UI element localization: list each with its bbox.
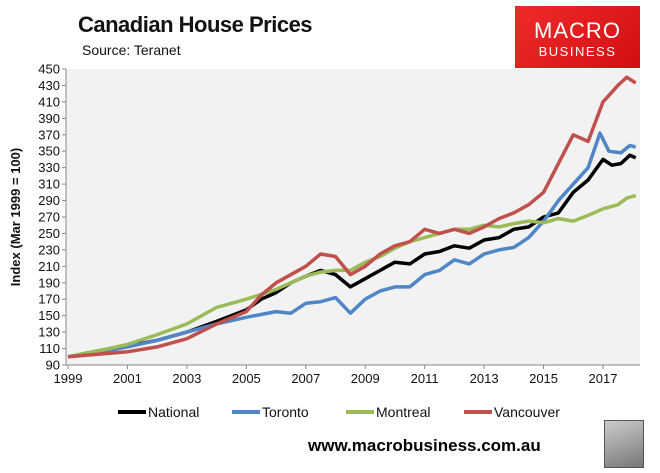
y-tick-label: 370 [38, 127, 60, 142]
footer-url: www.macrobusiness.com.au [308, 436, 541, 455]
wolf-image [604, 420, 644, 468]
y-tick-label: 350 [38, 144, 60, 159]
y-tick-label: 190 [38, 275, 60, 290]
series-line-vancouver [67, 75, 637, 359]
chart-source: Source: Teranet [82, 42, 181, 58]
series-line-montreal [67, 193, 637, 359]
y-tick-label: 210 [38, 259, 60, 274]
legend-label-toronto: Toronto [262, 404, 309, 420]
chart-title: Canadian House Prices [78, 12, 313, 37]
x-tick-label: 2001 [113, 371, 142, 386]
legend-label-national: National [148, 404, 199, 420]
y-tick-label: 270 [38, 210, 60, 225]
y-tick-label: 250 [38, 226, 60, 241]
x-tick-label: 2007 [291, 371, 320, 386]
y-tick-label: 90 [46, 358, 60, 373]
logo-line2: BUSINESS [538, 44, 617, 59]
series-line-toronto [67, 131, 637, 359]
y-tick-label: 330 [38, 160, 60, 175]
y-tick-label: 430 [38, 78, 60, 93]
legend-label-montreal: Montreal [376, 404, 430, 420]
x-tick-label: 2003 [172, 371, 201, 386]
y-tick-label: 310 [38, 177, 60, 192]
x-tick-label: 2011 [411, 371, 439, 386]
macrobusiness-logo: MACRO BUSINESS [515, 6, 640, 68]
y-tick-label: 130 [38, 325, 60, 340]
x-tick-label: 2009 [351, 371, 380, 386]
y-tick-label: 170 [38, 292, 60, 307]
y-tick-label: 390 [38, 111, 60, 126]
y-tick-label: 110 [39, 341, 60, 356]
y-tick-label: 290 [38, 193, 60, 208]
legend-label-vancouver: Vancouver [494, 404, 560, 420]
x-tick-label: 2013 [470, 371, 499, 386]
y-tick-label: 410 [38, 94, 60, 109]
x-tick-label: 1999 [54, 371, 83, 386]
x-tick-label: 2005 [232, 371, 261, 386]
x-tick-label: 2017 [589, 371, 618, 386]
x-tick-label: 2015 [529, 371, 558, 386]
series-line-national [67, 153, 637, 359]
y-tick-label: 150 [38, 308, 60, 323]
y-tick-label: 450 [38, 62, 60, 77]
logo-line1: MACRO [534, 18, 621, 43]
plot-area [66, 69, 640, 365]
y-tick-label: 230 [38, 242, 60, 257]
y-axis-label: Index (Mar 1999 = 100) [8, 148, 23, 286]
